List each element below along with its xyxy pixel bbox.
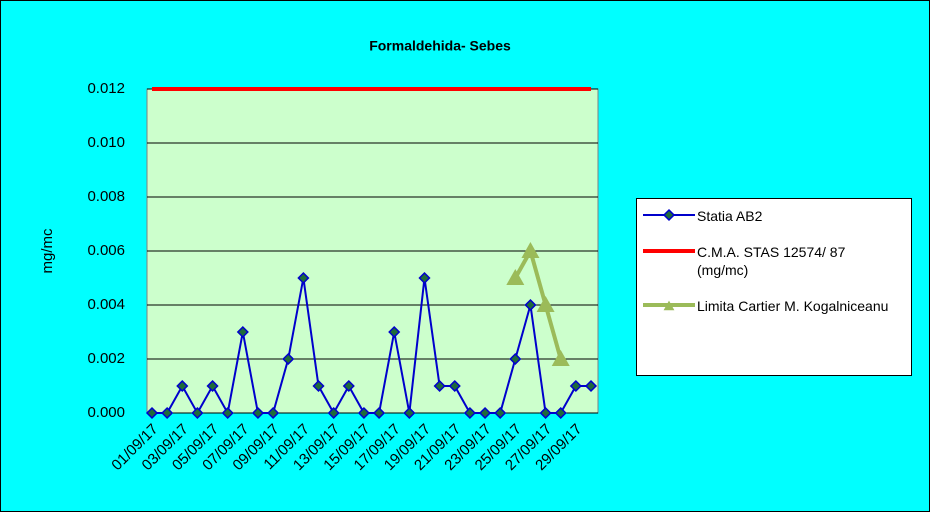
marker [251,406,265,420]
y-tick-label: 0.008 [87,188,125,205]
chart-title: Formaldehida- Sebes [369,38,511,54]
marker [267,406,280,420]
marker [524,298,537,312]
legend-label: C.M.A. STAS 12574/ 87 (mg/mc) [697,244,846,278]
marker [327,406,340,420]
legend-item: C.M.A. STAS 12574/ 87 (mg/mc) [641,243,907,279]
marker [494,406,507,420]
marker [662,208,676,222]
marker [176,379,189,393]
marker [506,269,525,285]
marker [448,379,461,393]
marker [373,406,386,420]
marker [569,379,582,393]
marker [663,300,675,311]
y-tick-label: 0.004 [87,296,125,313]
legend-label: Statia AB2 [697,208,763,224]
marker [584,379,598,393]
marker [206,379,219,393]
legend-swatch [643,300,695,311]
marker [191,406,204,420]
legend-item: Statia AB2 [641,207,907,225]
marker [403,406,416,420]
marker [551,350,570,366]
legend: Statia AB2 C.M.A. STAS 12574/ 87 (mg/mc) L… [636,198,912,376]
legend-label: Limita Cartier M. Kogalniceanu [697,298,889,314]
y-tick-label: 0.006 [87,242,125,259]
marker [161,406,174,420]
y-tick-label: 0.010 [87,134,125,151]
legend-swatch [643,208,695,222]
legend-swatch [643,249,695,253]
y-axis-label: mg/mc [39,228,56,274]
marker [388,325,401,339]
series-line [152,277,591,416]
marker [433,379,446,393]
marker [554,406,567,420]
marker [342,379,355,393]
marker [418,271,431,285]
y-tick-label: 0.002 [87,350,125,367]
legend-item: Limita Cartier M. Kogalniceanu [641,297,907,315]
marker [463,406,476,420]
marker [145,406,159,420]
marker [312,379,325,393]
marker [297,271,310,285]
marker [221,406,234,420]
y-tick-label: 0.000 [87,404,125,421]
marker [536,296,555,312]
marker [521,242,540,258]
y-tick-label: 0.012 [87,80,125,97]
marker [478,406,492,420]
series-line [513,245,563,360]
marker [509,352,522,366]
marker [236,325,249,339]
marker [282,352,295,366]
marker [357,406,370,420]
marker [539,406,552,420]
